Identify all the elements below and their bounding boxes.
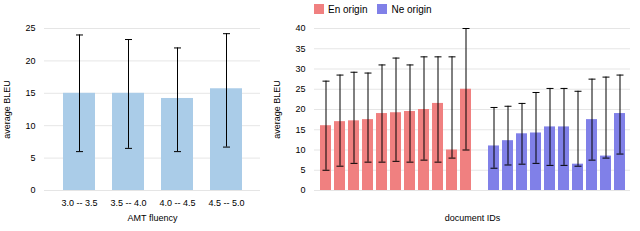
svg-text:10: 10 — [25, 121, 35, 131]
svg-text:4.5 -- 5.0: 4.5 -- 5.0 — [208, 198, 244, 208]
svg-text:15: 15 — [295, 125, 305, 135]
svg-text:5: 5 — [300, 165, 305, 175]
svg-text:average BLEU: average BLEU — [272, 80, 282, 139]
svg-text:20: 20 — [25, 56, 35, 66]
svg-text:0: 0 — [30, 185, 35, 195]
svg-text:30: 30 — [295, 64, 305, 74]
svg-text:25: 25 — [295, 84, 305, 94]
svg-text:20: 20 — [295, 104, 305, 114]
svg-text:25: 25 — [25, 23, 35, 33]
svg-text:15: 15 — [25, 88, 35, 98]
html-text:En origin: En origin — [328, 3, 368, 15]
svg-text:10: 10 — [295, 145, 305, 155]
svg-text:document IDs: document IDs — [445, 213, 501, 223]
svg-text:5: 5 — [30, 153, 35, 163]
svg-text:35: 35 — [295, 44, 305, 54]
svg-text:AMT fluency: AMT fluency — [128, 213, 178, 223]
svg-text:average BLEU: average BLEU — [2, 80, 12, 139]
svg-text:3.5 -- 4.0: 3.5 -- 4.0 — [110, 198, 146, 208]
svg-text:40: 40 — [295, 23, 305, 33]
svg-text:0: 0 — [300, 185, 305, 195]
svg-text:3.0 -- 3.5: 3.0 -- 3.5 — [61, 198, 97, 208]
html-text:Ne origin: Ne origin — [391, 3, 432, 15]
svg-text:4.0 -- 4.5: 4.0 -- 4.5 — [159, 198, 195, 208]
